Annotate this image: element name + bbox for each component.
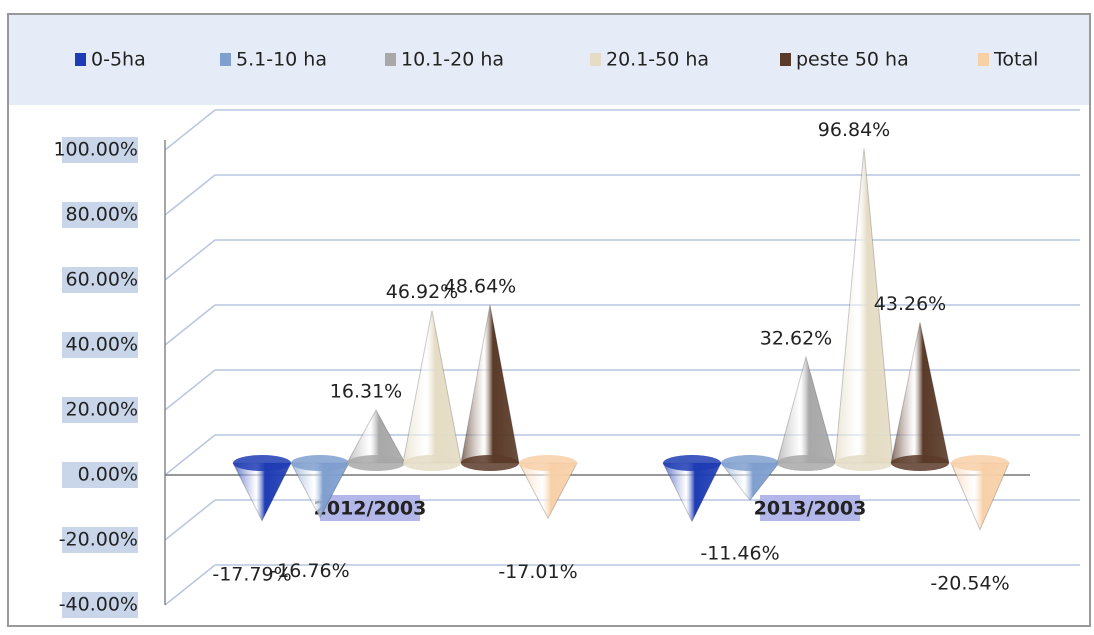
cone [890,322,950,471]
y-tick-label: 100.00% [53,139,138,161]
cone-base [891,455,949,471]
data-label: -16.76% [270,560,349,582]
data-label: -17.01% [498,561,577,583]
cone [776,355,836,471]
grid-line [164,564,216,606]
y-tick-label: 80.00% [66,204,138,226]
grid-line [164,109,216,151]
data-label: -11.46% [700,543,779,565]
y-tick-label: 40.00% [66,334,138,356]
category-bg [320,495,420,521]
cone [518,455,578,520]
y-tick-label: 20.00% [66,399,138,421]
data-label: -20.54% [930,572,1009,594]
legend-swatch [780,53,791,66]
legend-swatch [385,53,396,66]
grid-line [164,369,216,411]
cone-base [663,455,721,471]
legend-label: 20.1-50 ha [606,49,709,71]
cone [834,148,894,471]
grid-line [164,174,216,216]
cone-base [403,455,461,471]
y-tick-bg [62,527,138,553]
y-tick-bg [62,462,138,488]
legend-swatch [75,53,86,66]
cone-base [721,455,779,471]
legend-band [9,15,1089,105]
chart-frame [7,13,1091,627]
cone [662,455,722,523]
grid-line [164,499,216,541]
x-tick-label: 2012/2003 [314,498,427,520]
cone [290,455,350,519]
grid-line [164,304,216,346]
y-tick-label: 0.00% [78,464,138,486]
cone [460,304,520,471]
cone [950,455,1010,532]
data-label: 32.62% [760,327,832,349]
cone [232,455,292,522]
cone [402,310,462,471]
cone-base [835,455,893,471]
data-label: 46.92% [386,281,458,303]
data-label: 16.31% [330,380,402,402]
legend-swatch [590,53,601,66]
y-tick-label: -20.00% [59,529,138,551]
legend-label: peste 50 ha [796,49,909,71]
legend-label: 10.1-20 ha [401,49,504,71]
y-tick-bg [62,267,138,293]
cone-base [519,455,577,471]
y-tick-label: 60.00% [66,269,138,291]
cone-base [461,455,519,471]
legend-swatch [220,53,231,66]
legend-label: Total [993,49,1038,71]
category-bg [760,495,860,521]
cone [719,455,781,502]
legend-label: 0-5ha [91,49,146,71]
y-tick-bg [62,592,138,618]
y-tick-bg [62,397,138,423]
x-tick-label: 2013/2003 [754,498,867,520]
legend-label: 5.1-10 ha [236,49,327,71]
cone-base [777,455,835,471]
cone-base [233,455,291,471]
grid-line [164,239,216,281]
data-label: 48.64% [444,275,516,297]
y-tick-bg [62,202,138,228]
legend-swatch [978,53,989,66]
y-tick-bg [62,332,138,358]
y-tick-bg [62,137,138,163]
cone-base [291,455,349,471]
grid-line [164,434,216,476]
y-tick-label: -40.00% [59,594,138,616]
cone-base [347,455,405,471]
cone [346,408,406,471]
data-label: 43.26% [874,293,946,315]
data-label: -17.79% [212,563,291,585]
cone-base [951,455,1009,471]
data-label: 96.84% [818,119,890,141]
